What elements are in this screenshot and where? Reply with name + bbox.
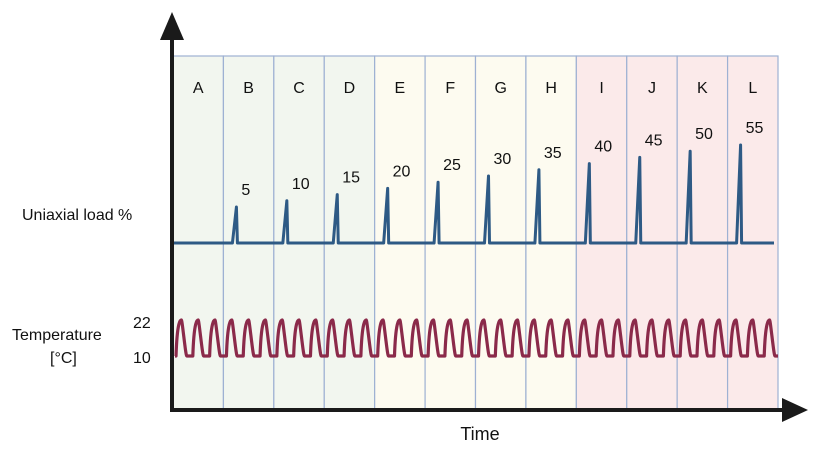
- stage-letter-h: H: [545, 80, 557, 97]
- stage-band-h: [525, 55, 577, 410]
- x-axis-arrow-icon: [782, 398, 808, 422]
- load-label-55: 55: [746, 120, 764, 137]
- stage-band-i: [575, 55, 628, 410]
- stage-letter-a: A: [193, 80, 204, 97]
- stage-letter-j: J: [648, 80, 656, 97]
- load-label-45: 45: [645, 132, 663, 149]
- load-line: [173, 143, 774, 245]
- stage-letters: A B C D E F G H I J K L: [193, 80, 757, 97]
- load-label-50: 50: [695, 126, 713, 143]
- stage-band-e: [374, 55, 426, 410]
- stage-band-c: [273, 55, 325, 410]
- stage-band-j: [626, 55, 678, 410]
- load-label-40: 40: [594, 139, 612, 156]
- stage-letter-f: F: [445, 80, 455, 97]
- stage-letter-g: G: [494, 80, 506, 97]
- stage-letter-k: K: [697, 80, 708, 97]
- temperature-high-label: 22: [133, 315, 151, 332]
- temperature-low-label: 10: [133, 350, 151, 367]
- y-label-load: Uniaxial load %: [22, 207, 132, 224]
- load-label-30: 30: [494, 151, 512, 168]
- load-labels: 5 10 15 20 25 30 35 40 45 50 55: [241, 120, 763, 199]
- load-label-25: 25: [443, 157, 461, 174]
- x-axis-label: Time: [460, 424, 499, 444]
- stage-band-l: [726, 55, 779, 410]
- stage-letter-d: D: [344, 80, 356, 97]
- stage-band-a: [172, 55, 225, 410]
- load-label-15: 15: [342, 170, 360, 187]
- stage-band-f: [424, 55, 477, 410]
- stage-letter-b: B: [243, 80, 254, 97]
- load-label-10: 10: [292, 176, 310, 193]
- stage-band-b: [222, 55, 275, 410]
- stage-letter-i: I: [599, 80, 603, 97]
- stage-band-g: [474, 55, 527, 410]
- stage-letter-c: C: [293, 80, 305, 97]
- load-label-35: 35: [544, 145, 562, 162]
- stage-letter-l: L: [748, 80, 757, 97]
- y-axis-arrow-icon: [160, 12, 184, 40]
- y-label-temperature-unit: [°C]: [50, 350, 77, 367]
- stage-band-d: [323, 55, 376, 410]
- stage-letter-e: E: [395, 80, 406, 97]
- load-label-20: 20: [393, 163, 411, 180]
- temperature-line: [174, 318, 778, 358]
- stage-band-k: [676, 55, 729, 410]
- y-label-temperature: Temperature: [12, 327, 102, 344]
- load-label-5: 5: [241, 182, 250, 199]
